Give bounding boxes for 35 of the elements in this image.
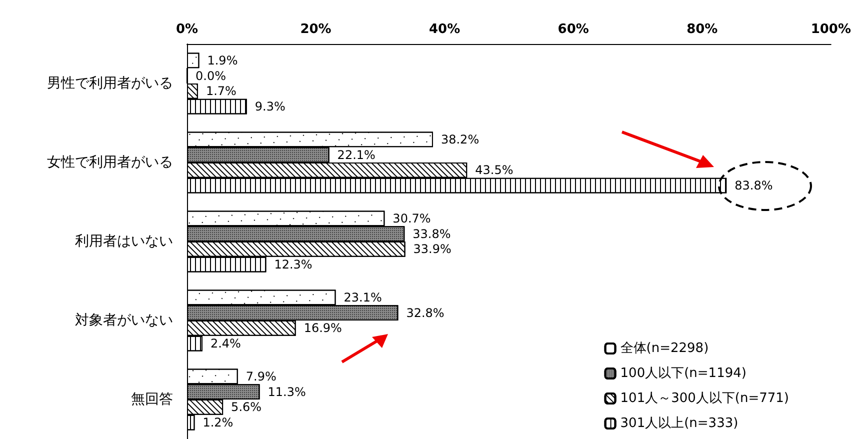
data-label: 0.0% xyxy=(196,68,226,83)
data-label: 12.3% xyxy=(274,258,312,272)
data-label: 2.4% xyxy=(210,336,241,351)
y-tick-label: 対象者がいない xyxy=(75,312,173,328)
legend-label: 100人以下(n=1194) xyxy=(620,366,746,381)
data-label: 11.3% xyxy=(268,384,306,399)
x-tick-label: 20% xyxy=(300,22,332,37)
x-tick-label: 80% xyxy=(686,22,718,37)
data-label: 33.9% xyxy=(413,242,452,256)
data-label: 1.9% xyxy=(207,53,238,68)
legend-label: 301人以上(n=333) xyxy=(620,416,738,431)
data-label: 43.5% xyxy=(475,163,514,178)
data-label: 30.7% xyxy=(392,211,431,226)
data-label: 16.9% xyxy=(304,321,342,336)
data-label: 9.3% xyxy=(254,100,286,114)
data-label: 33.8% xyxy=(412,226,451,241)
legend-label: 101人～300人以下(n=771) xyxy=(620,391,790,406)
data-label: 5.6% xyxy=(231,400,262,414)
x-tick-label: 100% xyxy=(810,22,852,37)
data-label: 32.8% xyxy=(406,306,444,320)
data-label: 7.9% xyxy=(246,369,276,384)
data-label: 83.8% xyxy=(734,178,773,193)
legend-label: 全体(n=2298) xyxy=(620,341,709,356)
y-tick-label: 女性で利用者がいる xyxy=(47,154,173,170)
x-tick-label: 0% xyxy=(176,22,198,37)
x-tick-label: 60% xyxy=(558,22,589,37)
data-label: 1.7% xyxy=(206,84,236,98)
y-tick-label: 男性で利用者がいる xyxy=(47,76,173,92)
data-label: 22.1% xyxy=(337,148,376,162)
data-label: 23.1% xyxy=(344,290,382,304)
x-tick-label: 40% xyxy=(429,22,460,37)
y-tick-label: 無回答 xyxy=(131,392,173,408)
data-label: 38.2% xyxy=(440,132,480,146)
y-tick-label: 利用者はいない xyxy=(75,234,173,250)
data-label: 1.2% xyxy=(202,416,234,430)
